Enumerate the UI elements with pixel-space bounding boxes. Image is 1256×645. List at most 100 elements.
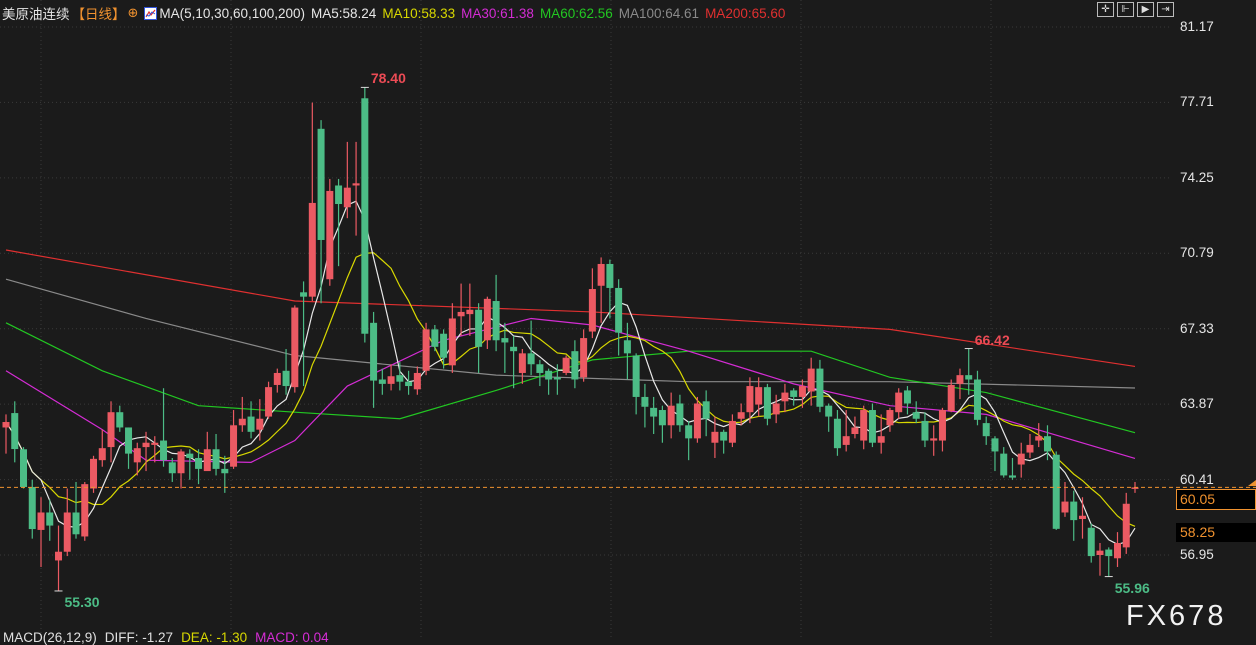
candle-up — [1131, 487, 1139, 489]
candle-up — [133, 448, 141, 463]
macd-value-1: DIFF: -1.27 — [104, 630, 174, 645]
candle-down — [317, 128, 325, 240]
candle-up — [343, 187, 351, 208]
candle-down — [545, 370, 553, 380]
candle-down — [833, 418, 841, 449]
macd-value-0: MACD(26,12,9) — [3, 630, 97, 645]
ma-chart-icon[interactable] — [144, 6, 158, 20]
candle-down — [658, 410, 666, 426]
period-label[interactable]: 【日线】 — [71, 7, 126, 22]
candle-up — [230, 425, 238, 467]
play-icon[interactable]: ▶ — [1137, 2, 1154, 17]
candle-down — [186, 453, 194, 458]
candle-up — [466, 309, 474, 315]
candle-up — [413, 372, 421, 390]
chart-header: 美原油连续 【日线】 ⊕ MA(5,10,30,60,100,200) MA5:… — [2, 3, 791, 23]
ma5-price-label: 58.25 — [1176, 523, 1256, 542]
candle-up — [256, 418, 264, 430]
candle-down — [20, 449, 28, 487]
crosshair-circle-icon[interactable]: ⊕ — [127, 5, 139, 20]
candle-down — [615, 287, 623, 333]
candle-down — [431, 329, 439, 347]
candle-down — [370, 322, 378, 381]
candle-up — [1096, 550, 1104, 555]
low-price-annotation: 55.96 — [1114, 579, 1150, 596]
candle-up — [177, 451, 185, 474]
candle-down — [1052, 454, 1060, 529]
candle-down — [763, 387, 771, 419]
watermark-logo: FX678 — [1126, 600, 1227, 632]
candle-down — [868, 410, 876, 443]
y-tick-label: 63.87 — [1180, 396, 1214, 412]
candle-up — [562, 357, 570, 373]
candle-up — [265, 387, 273, 417]
candle-down — [440, 333, 448, 358]
candle-up — [807, 368, 815, 392]
candle-down — [125, 427, 133, 454]
scroll-end-icon[interactable]: ⇥ — [1157, 2, 1174, 17]
candle-up — [518, 353, 526, 373]
ma-value-3: MA60:62.56 — [539, 5, 613, 21]
y-tick-label: 67.33 — [1180, 320, 1214, 336]
candle-up — [308, 202, 316, 297]
ma-params: MA(5,10,30,60,100,200) — [159, 5, 306, 21]
candle-up — [851, 427, 859, 435]
candle-down — [1008, 475, 1016, 478]
ma-value-2: MA30:61.38 — [461, 5, 534, 21]
candle-down — [650, 407, 658, 417]
candle-up — [588, 289, 596, 332]
candle-up — [326, 190, 334, 280]
chart-toolbar: ✛ ⊩ ▶ ⇥ — [1097, 2, 1174, 17]
candle-down — [965, 375, 973, 380]
candle-down — [632, 355, 640, 397]
candle-down — [160, 440, 168, 461]
candle-down — [396, 375, 404, 382]
candle-up — [860, 410, 868, 441]
candle-down — [1000, 453, 1008, 476]
candle-up — [107, 412, 115, 448]
ma-value-0: MA5:58.24 — [311, 5, 377, 21]
candle-down — [1105, 549, 1113, 557]
candle-up — [81, 484, 89, 537]
candle-down — [790, 390, 798, 397]
high-price-annotation: 78.40 — [370, 70, 406, 87]
candle-up — [746, 386, 754, 413]
candle-down — [527, 353, 535, 365]
candle-down — [361, 98, 369, 334]
candle-down — [1070, 501, 1078, 521]
candle-up — [273, 372, 281, 385]
ma-value-4: MA100:64.61 — [618, 5, 700, 21]
candle-up — [1061, 501, 1069, 513]
candle-up — [352, 183, 360, 186]
candle-down — [221, 468, 229, 474]
candle-down — [825, 405, 833, 417]
ma-line-ma10 — [5, 252, 1136, 527]
candle-up — [90, 458, 98, 489]
ma-line-ma5 — [5, 200, 1136, 545]
crosshair-icon[interactable]: ✛ — [1097, 2, 1114, 17]
candle-up — [956, 375, 964, 384]
y-tick-label: 74.25 — [1180, 169, 1214, 185]
candle-up — [1017, 453, 1025, 465]
ma-value-5: MA200:65.60 — [705, 5, 786, 21]
candle-up — [203, 449, 211, 472]
candle-up — [483, 298, 491, 341]
candle-down — [212, 449, 220, 469]
current-price-label: 60.05 — [1176, 489, 1256, 510]
candle-up — [448, 318, 456, 366]
macd-value-2: DEA: -1.30 — [181, 630, 248, 645]
ma-value-1: MA10:58.33 — [382, 5, 456, 21]
candle-down — [475, 309, 483, 347]
ma-line-ma30 — [5, 317, 1136, 463]
candle-up — [1026, 444, 1034, 453]
candle-up — [728, 420, 736, 443]
candle-up — [930, 438, 938, 441]
candle-up — [597, 263, 605, 286]
candle-down — [247, 416, 255, 432]
candle-up — [55, 551, 63, 561]
candle-up — [947, 384, 955, 412]
candle-up — [886, 410, 894, 426]
candle-down — [623, 340, 631, 354]
scroll-start-icon[interactable]: ⊩ — [1117, 2, 1134, 17]
